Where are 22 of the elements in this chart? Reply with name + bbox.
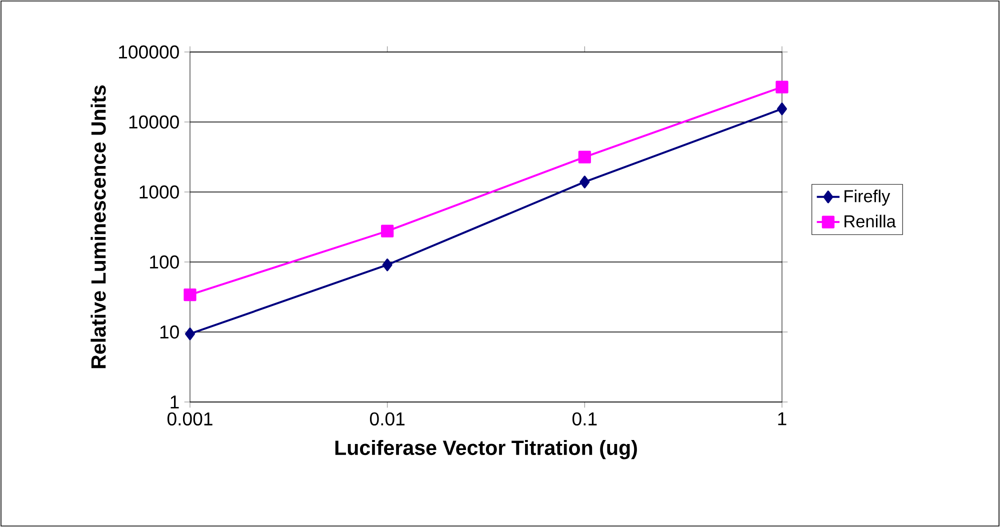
y-axis-title: Relative Luminescence Units: [90, 85, 106, 368]
point: [184, 288, 196, 302]
point: [382, 258, 392, 272]
x-tick-label: 1: [778, 412, 786, 426]
legend-label: Firefly: [844, 190, 890, 206]
y-tick-label: 1000: [140, 185, 179, 199]
point: [578, 150, 591, 164]
y-tick-label: 10000: [129, 115, 179, 129]
point: [580, 176, 590, 188]
point: [777, 102, 787, 116]
point: [381, 224, 394, 238]
x-tick-label: 0.1: [572, 412, 597, 426]
y-tick-label: 100: [150, 255, 179, 269]
x-tick-label: 0.001: [167, 412, 212, 426]
y-tick-label: 1: [170, 396, 179, 408]
y-tick-label: 10: [160, 325, 179, 339]
x-axis-title: Luciferase Vector Titration (ug): [335, 440, 637, 460]
point: [776, 80, 788, 94]
legend-label: Renilla: [844, 214, 896, 228]
x-tick-label: 0.01: [370, 412, 405, 426]
point: [185, 328, 195, 340]
y-tick-label: 100000: [119, 45, 179, 59]
